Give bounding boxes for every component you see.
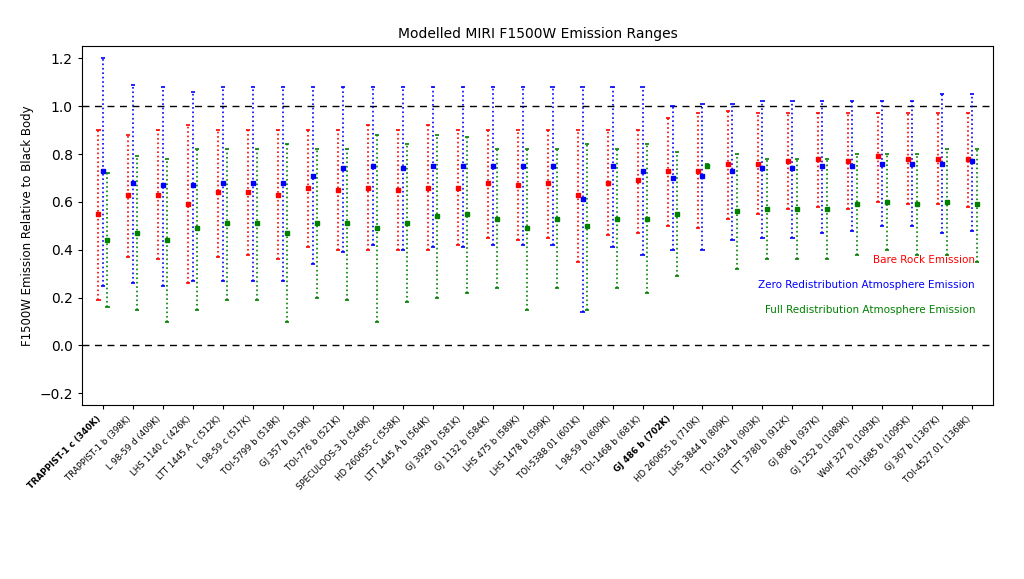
Title: Modelled MIRI F1500W Emission Ranges: Modelled MIRI F1500W Emission Ranges	[397, 27, 678, 41]
Text: Full Redistribution Atmosphere Emission: Full Redistribution Atmosphere Emission	[765, 305, 975, 315]
Y-axis label: F1500W Emission Relative to Black Body: F1500W Emission Relative to Black Body	[20, 105, 34, 346]
Text: Zero Redistribution Atmosphere Emission: Zero Redistribution Atmosphere Emission	[759, 280, 975, 290]
Text: Bare Rock Emission: Bare Rock Emission	[873, 255, 975, 265]
